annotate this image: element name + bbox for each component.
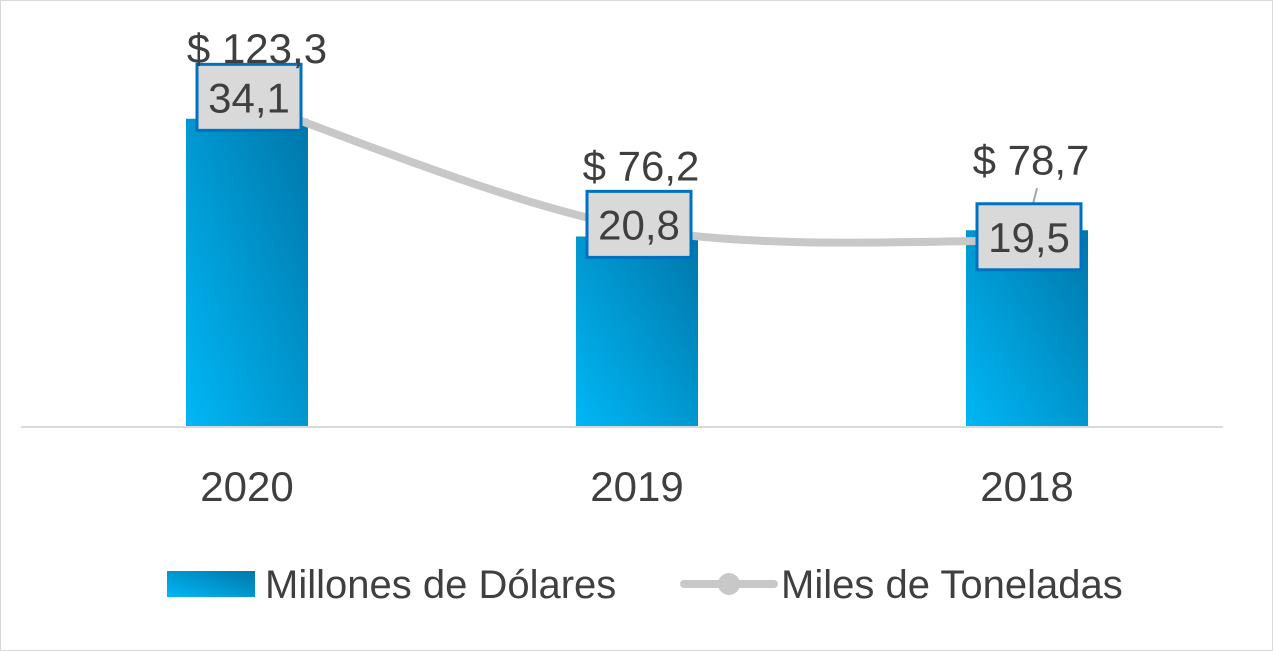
line-data-label: 34,1 bbox=[208, 74, 290, 121]
line-label-box bbox=[195, 62, 303, 132]
leader-line bbox=[1032, 188, 1038, 205]
legend-label-line: Miles de Toneladas bbox=[781, 563, 1123, 607]
line-data-label: 20,8 bbox=[598, 201, 680, 248]
bar-data-label: $ 76,2 bbox=[583, 143, 700, 190]
legend-swatch-bar bbox=[167, 571, 255, 597]
bar-2019 bbox=[576, 236, 698, 427]
line-label-box bbox=[975, 202, 1083, 272]
line-label-box bbox=[585, 189, 693, 259]
bar-2020 bbox=[186, 118, 308, 427]
line-data-label: 19,5 bbox=[988, 214, 1070, 261]
bar-data-label: $ 78,7 bbox=[973, 136, 1090, 183]
bar-data-label: $ 123,3 bbox=[187, 25, 327, 72]
x-tick-label: 2019 bbox=[590, 463, 683, 510]
x-tick-label: 2020 bbox=[200, 463, 293, 510]
x-tick-label: 2018 bbox=[980, 463, 1073, 510]
legend-marker-line bbox=[718, 573, 740, 595]
legend-label-bar: Millones de Dólares bbox=[265, 563, 616, 607]
